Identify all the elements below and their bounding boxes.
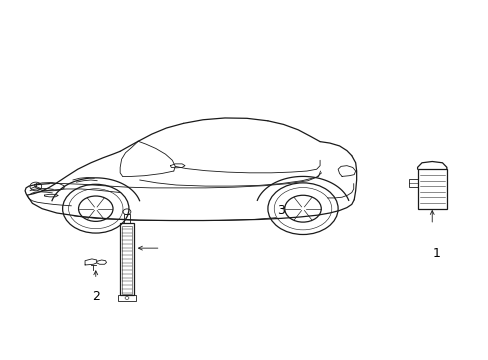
Bar	[417, 169, 446, 209]
Text: 2: 2	[92, 290, 100, 303]
Bar	[408, 179, 417, 187]
Bar	[120, 223, 134, 295]
Text: 1: 1	[432, 247, 440, 260]
Bar	[122, 226, 132, 294]
Text: 3: 3	[277, 204, 285, 217]
Bar	[118, 295, 136, 301]
